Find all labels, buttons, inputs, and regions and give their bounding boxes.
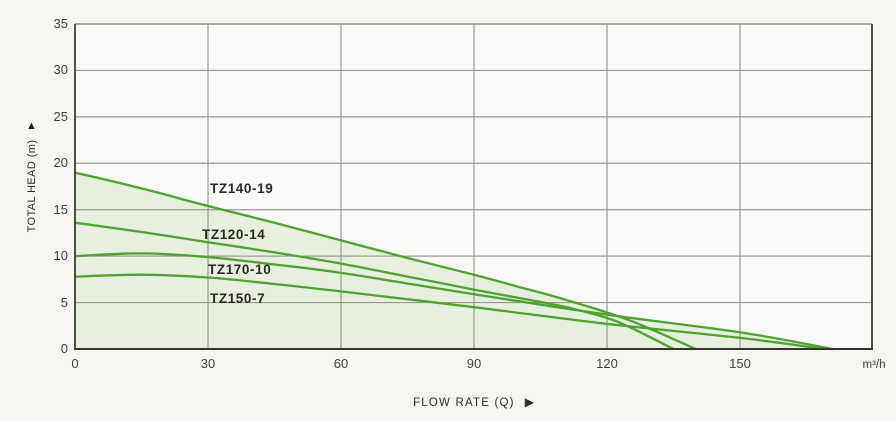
y-tick-label-35: 35 <box>53 16 68 31</box>
curves-area-fill <box>75 172 834 349</box>
x-tick-label-120: 120 <box>596 356 618 371</box>
x-axis-title-text: FLOW RATE (Q) <box>413 397 515 409</box>
x-tick-label-90: 90 <box>466 356 482 371</box>
curve-TZ140-19 <box>73 171 697 351</box>
curve-TZ150-7 <box>73 273 826 351</box>
x-tick-label-30: 30 <box>200 356 216 371</box>
x-tick-label-60: 60 <box>333 356 349 371</box>
curve-label-TZ140-19: TZ140-19 <box>210 181 274 196</box>
y-tick-label-20: 20 <box>53 155 68 171</box>
curve-label-TZ120-14: TZ120-14 <box>202 227 266 242</box>
curve-TZ170-10 <box>73 252 835 351</box>
y-tick-label-0: 0 <box>60 341 68 356</box>
curve-label-TZ150-7: TZ150-7 <box>210 291 266 306</box>
y-tick-label-30: 30 <box>53 62 68 78</box>
y-tick-label-25: 25 <box>53 108 68 124</box>
x-tick-label-0: 0 <box>71 356 79 371</box>
curve-label-TZ170-10: TZ170-10 <box>208 262 272 277</box>
x-axis-title: FLOW RATE (Q) ▶ <box>75 395 872 409</box>
y-tick-label-5: 5 <box>60 294 68 310</box>
up-arrow-icon: ▲ <box>26 120 37 132</box>
x-axis-unit-label: m³/h <box>862 359 886 371</box>
right-arrow-icon: ▶ <box>524 395 534 409</box>
y-tick-label-10: 10 <box>53 248 68 264</box>
y-axis-title: TOTAL HEAD (m) <box>26 139 38 233</box>
y-tick-label-15: 15 <box>53 201 68 217</box>
x-tick-label-150: 150 <box>729 356 751 371</box>
